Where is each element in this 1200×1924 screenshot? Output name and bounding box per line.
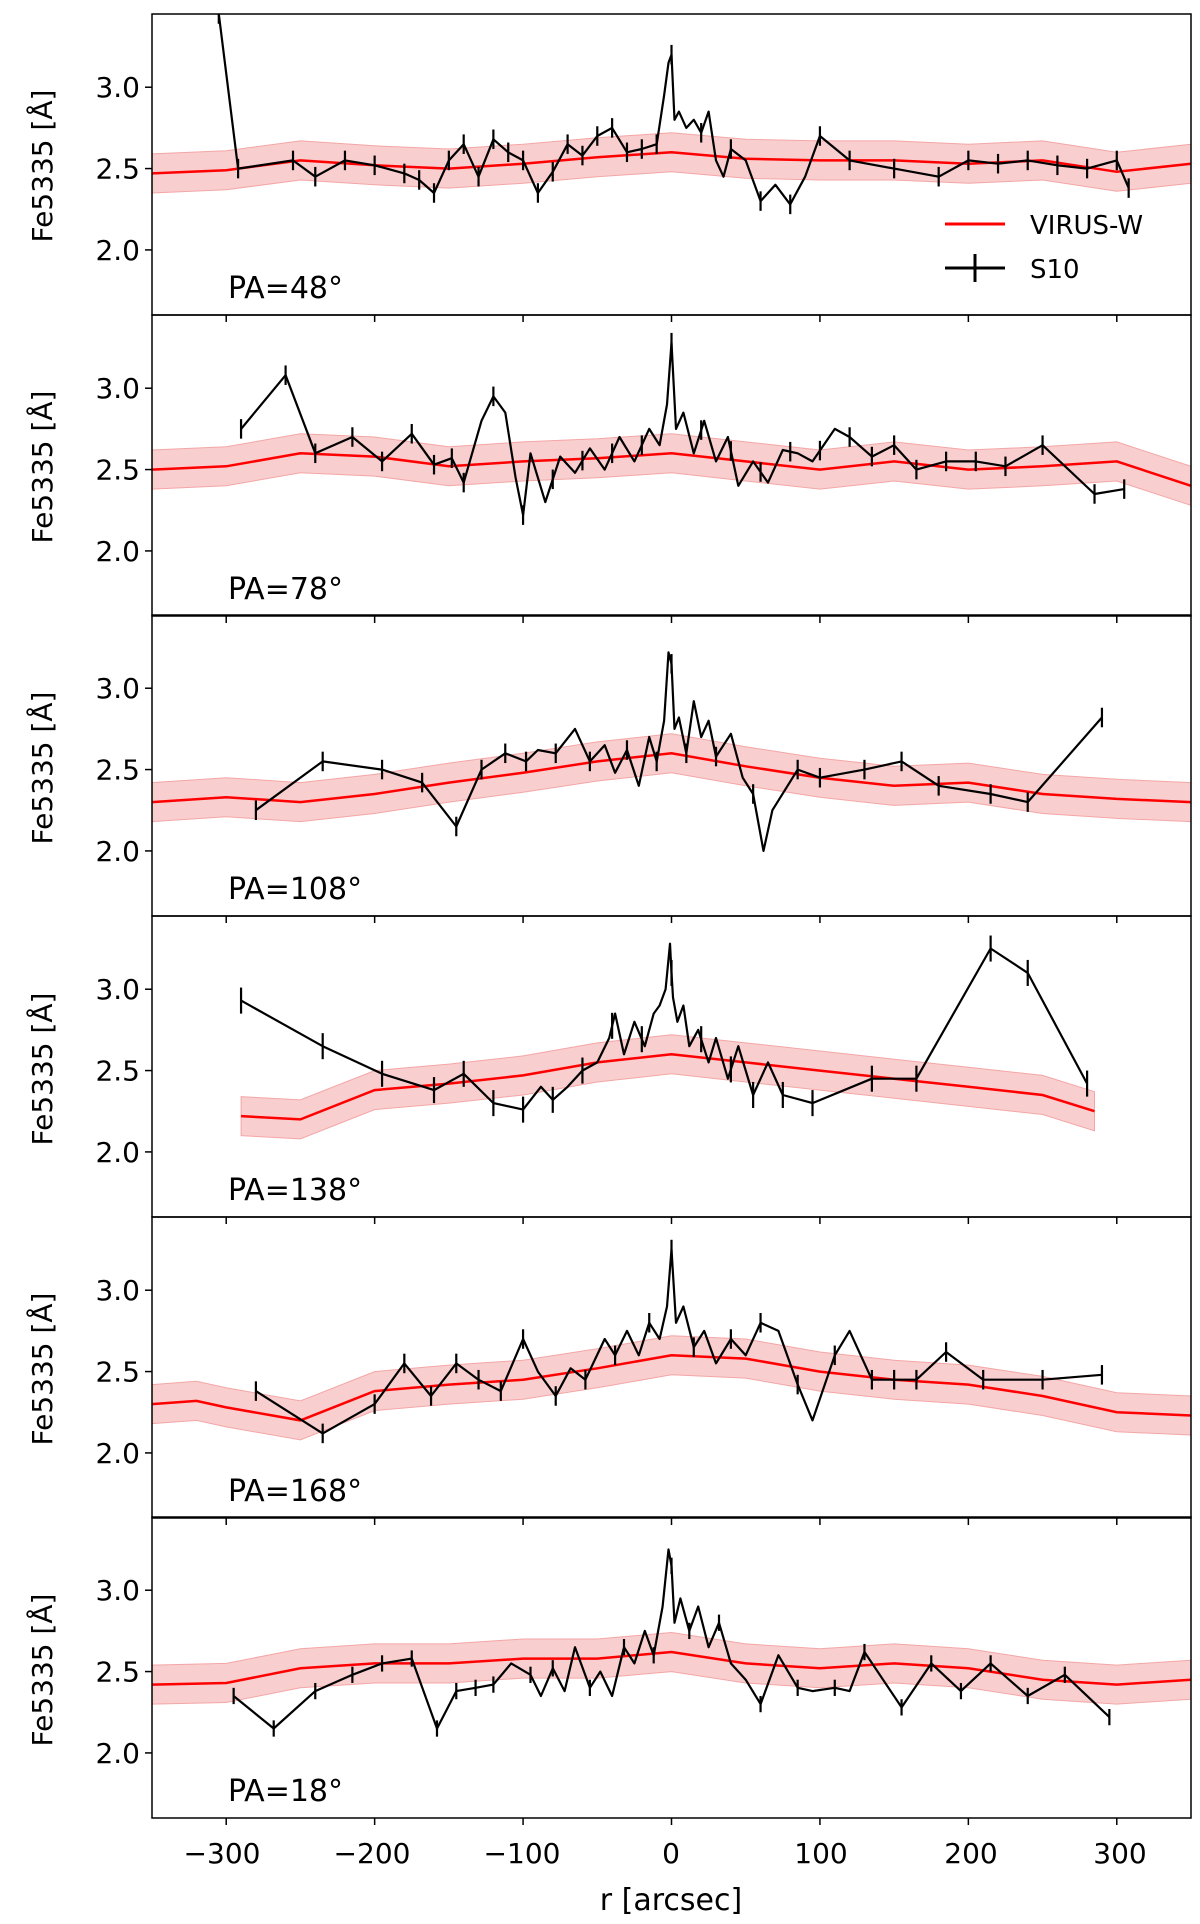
panel: 2.0 2.5 3.0 xyxy=(95,314,1192,623)
panel-label: PA=78° xyxy=(228,572,343,607)
x-tick-label: −200 xyxy=(334,1837,411,1870)
virus-w-uncertainty-band xyxy=(152,733,1191,823)
y-tick-label: 2.5 xyxy=(95,754,140,787)
y-tick-label: 2.0 xyxy=(95,1737,140,1770)
y-tick-label: 3.0 xyxy=(95,672,140,705)
panel-label: PA=108° xyxy=(228,872,362,907)
panel: 2.0 2.5 3.0 xyxy=(95,614,1192,923)
y-axis-labels: Fe5335 [Å] Fe5335 [Å] Fe5335 [Å] Fe5335 … xyxy=(25,90,59,1747)
y-tick-label: 2.0 xyxy=(95,234,140,267)
virus-w-line xyxy=(241,1053,1095,1121)
y-axis-label: Fe5335 [Å] xyxy=(25,692,59,845)
y-tick-label: 3.0 xyxy=(95,1574,140,1607)
x-tick-label: −100 xyxy=(484,1837,561,1870)
plot-area xyxy=(152,14,1191,215)
virus-w-uncertainty-band xyxy=(152,1631,1191,1705)
y-tick-label: 2.5 xyxy=(95,1656,140,1689)
virus-w-line xyxy=(152,1354,1191,1422)
y-axis-label: Fe5335 [Å] xyxy=(25,391,59,544)
y-axis-label: Fe5335 [Å] xyxy=(25,90,59,243)
virus-w-line xyxy=(152,452,1191,487)
panels-group: 2.02.53.02.02.53.02.02.53.02.02.53.02.02… xyxy=(95,13,1192,1825)
s10-line xyxy=(217,14,1130,206)
panel: 2.0 2.5 3.0 xyxy=(95,1516,1192,1825)
virus-w-line xyxy=(152,752,1191,804)
x-tick-labels: −300 −200 −100 0 100 200 300 xyxy=(184,1837,1147,1870)
panel: 2.0 2.5 3.0 xyxy=(95,1216,1192,1525)
s10-line xyxy=(232,1548,1111,1730)
y-tick-label: 2.0 xyxy=(95,1437,140,1470)
y-tick-label: 3.0 xyxy=(95,372,140,405)
y-tick-label: 2.5 xyxy=(95,1055,140,1088)
y-tick-label: 3.0 xyxy=(95,71,140,104)
y-tick-label: 2.0 xyxy=(95,1136,140,1169)
panel-labels: PA=48° PA=78° PA=108° PA=138° PA=168° PA… xyxy=(228,271,362,1809)
panel-label: PA=168° xyxy=(228,1474,362,1509)
panel: 2.0 2.5 3.0 xyxy=(95,915,1192,1224)
s10-line xyxy=(240,341,1125,517)
panel-label: PA=18° xyxy=(228,1774,343,1809)
virus-w-uncertainty-band xyxy=(152,132,1191,194)
y-tick-label: 3.0 xyxy=(95,973,140,1006)
x-tick-label: 200 xyxy=(944,1837,997,1870)
y-tick-label: 2.0 xyxy=(95,835,140,868)
panel-label: PA=48° xyxy=(228,271,343,306)
s10-line xyxy=(240,942,1089,1111)
legend: VIRUS-W S10 xyxy=(945,211,1143,285)
y-tick-label: 2.5 xyxy=(95,454,140,487)
x-tick-label: 100 xyxy=(794,1837,847,1870)
x-axis-label: r [arcsec] xyxy=(600,1883,742,1918)
plot-area xyxy=(152,651,1191,853)
y-axis-label: Fe5335 [Å] xyxy=(25,1293,59,1446)
y-tick-label: 3.0 xyxy=(95,1274,140,1307)
virus-w-uncertainty-band xyxy=(240,1034,1095,1140)
y-axis-label: Fe5335 [Å] xyxy=(25,1594,59,1747)
plot-area xyxy=(152,1239,1191,1444)
legend-s10-label: S10 xyxy=(1030,255,1080,285)
plot-area xyxy=(239,935,1095,1140)
y-axis-label: Fe5335 [Å] xyxy=(25,993,59,1146)
virus-w-line xyxy=(152,1650,1191,1686)
virus-w-uncertainty-band xyxy=(152,433,1191,506)
panel-label: PA=138° xyxy=(228,1173,362,1208)
x-tick-label: −300 xyxy=(184,1837,261,1870)
legend-virus-label: VIRUS-W xyxy=(1030,211,1143,241)
plot-area xyxy=(152,332,1191,525)
y-tick-label: 2.5 xyxy=(95,153,140,186)
y-tick-label: 2.0 xyxy=(95,535,140,568)
y-tick-label: 2.5 xyxy=(95,1356,140,1389)
x-tick-label: 300 xyxy=(1093,1837,1146,1870)
x-tick-label: 0 xyxy=(662,1837,680,1870)
plot-area xyxy=(152,1548,1191,1737)
